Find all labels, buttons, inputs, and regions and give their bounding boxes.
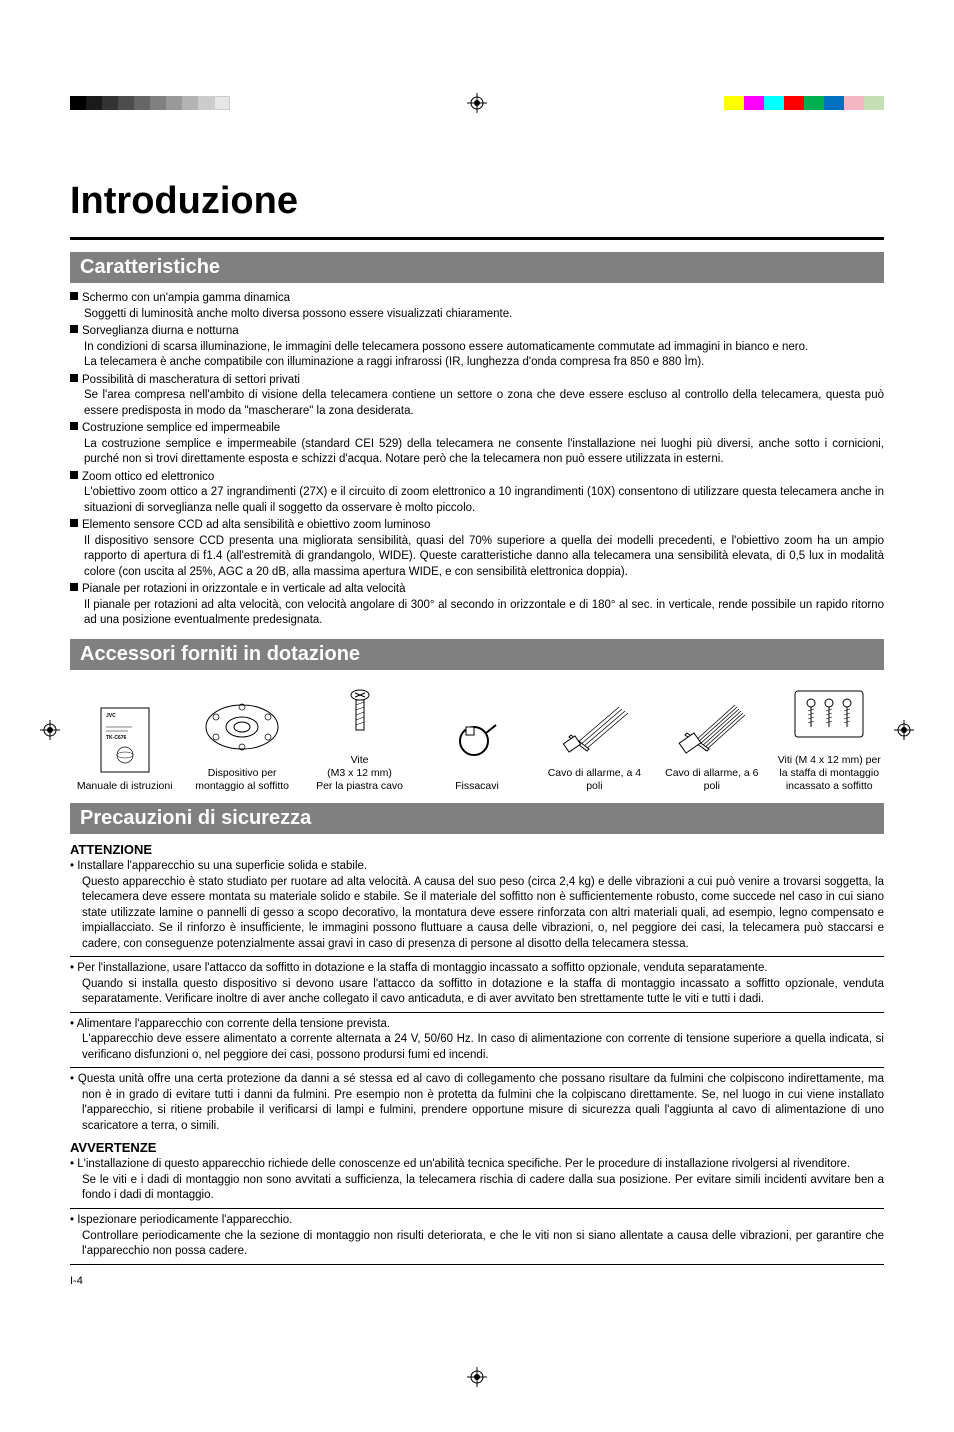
svg-text:JVC: JVC [106, 713, 116, 719]
item-rule [70, 1208, 884, 1209]
page-content: Introduzione Caratteristiche Schermo con… [0, 110, 954, 1327]
subheading-attenzione: ATTENZIONE [70, 842, 884, 857]
square-bullet-icon [70, 519, 78, 527]
feature-body: Soggetti di luminosità anche molto diver… [70, 307, 884, 323]
cable-4pin-icon [540, 691, 649, 763]
item-rule [70, 1012, 884, 1013]
feature-title: Sorveglianza diurna e notturna [82, 325, 239, 337]
document-title: Introduzione [70, 180, 884, 223]
square-bullet-icon [70, 422, 78, 430]
bullet-body: Quando si installa questo dispositivo si… [82, 978, 884, 1006]
attenzione-item: Per l'installazione, usare l'attacco da … [70, 961, 884, 1008]
avvertenze-list: L'installazione di questo apparecchio ri… [70, 1157, 884, 1259]
feature-title: Costruzione semplice ed impermeabile [82, 422, 280, 434]
feature-body: In condizioni di scarsa illuminazione, l… [70, 340, 884, 371]
feature-title: Zoom ottico ed elettronico [82, 471, 214, 483]
feature-item: Schermo con un'ampia gamma dinamica Sogge… [70, 291, 884, 322]
color-bar [724, 96, 884, 110]
print-registration-top [0, 0, 954, 110]
accessory-bracket-screws: Viti (M 4 x 12 mm) per la staffa di mont… [775, 678, 884, 793]
feature-item: Zoom ottico ed elettronico L'obiettivo zo… [70, 470, 884, 517]
feature-body: Il pianale per rotazioni ad alta velocit… [70, 598, 884, 629]
item-rule [70, 956, 884, 957]
bullet-icon [70, 1018, 77, 1030]
bullet-lead: Ispezionare periodicamente l'apparecchio… [77, 1214, 292, 1226]
square-bullet-icon [70, 292, 78, 300]
cable-tie-icon [422, 704, 531, 776]
title-rule [70, 237, 884, 240]
section-heading-accessori: Accessori forniti in dotazione [70, 639, 884, 670]
ceiling-mount-icon [187, 691, 296, 763]
bullet-body: Questo apparecchio è stato studiato per … [82, 876, 884, 950]
feature-title: Pianale per rotazioni in orizzontale e i… [82, 583, 405, 595]
feature-item: Possibilità di mascheratura di settori p… [70, 373, 884, 420]
screws-pack-icon [775, 678, 884, 750]
feature-body: Se l'area compresa nell'ambito di vision… [70, 388, 884, 419]
accessory-ceiling-mount: Dispositivo per montaggio al soffitto [187, 691, 296, 793]
registration-mark-bottom [0, 1327, 954, 1432]
accessory-label: Viti (M 4 x 12 mm) per la staffa di mont… [775, 754, 884, 793]
feature-item: Pianale per rotazioni in orizzontale e i… [70, 582, 884, 629]
bullet-body: Questa unità offre una certa protezione … [78, 1073, 884, 1132]
accessory-alarm-cable-6: Cavo di allarme, a 6 poli [657, 691, 766, 793]
square-bullet-icon [70, 374, 78, 382]
accessory-cable-tie: Fissacavi [422, 704, 531, 793]
item-rule [70, 1067, 884, 1068]
bullet-lead: Installare l'apparecchio su una superfic… [77, 860, 367, 872]
accessory-label: Manuale di istruzioni [70, 780, 179, 793]
section-heading-precauzioni: Precauzioni di sicurezza [70, 803, 884, 834]
feature-body: La costruzione semplice e impermeabile (… [70, 437, 884, 468]
registration-mark-icon [894, 720, 914, 745]
avvertenze-item: L'installazione di questo apparecchio ri… [70, 1157, 884, 1204]
accessory-screw: Vite(M3 x 12 mm) Per la piastra cavo [305, 678, 414, 793]
registration-mark-icon [40, 720, 60, 745]
square-bullet-icon [70, 325, 78, 333]
svg-text:TK-C676: TK-C676 [106, 735, 127, 741]
accessory-manual: JVC TK-C676 Manuale di istruzioni [70, 704, 179, 793]
accessory-label: Cavo di allarme, a 6 poli [657, 767, 766, 793]
feature-item: Sorveglianza diurna e notturna In condizi… [70, 324, 884, 371]
feature-title: Possibilità di mascheratura di settori p… [82, 374, 300, 386]
footer-rule [70, 1264, 884, 1265]
bullet-body: Se le viti e i dadi di montaggio non son… [82, 1174, 884, 1202]
feature-item: Costruzione semplice ed impermeabile La c… [70, 421, 884, 468]
bullet-lead: Alimentare l'apparecchio con corrente de… [77, 1018, 391, 1030]
feature-body: Il dispositivo sensore CCD presenta una … [70, 534, 884, 581]
bullet-body: L'installazione di questo apparecchio ri… [77, 1158, 850, 1170]
section-heading-caratteristiche: Caratteristiche [70, 252, 884, 283]
feature-title: Elemento sensore CCD ad alta sensibilità… [82, 519, 430, 531]
accessory-label: Vite(M3 x 12 mm) Per la piastra cavo [305, 754, 414, 793]
attenzione-list: Installare l'apparecchio su una superfic… [70, 859, 884, 1134]
cable-6pin-icon [657, 691, 766, 763]
bullet-body: L'apparecchio deve essere alimentato a c… [82, 1033, 884, 1061]
feature-list: Schermo con un'ampia gamma dinamica Sogge… [70, 291, 884, 629]
accessory-alarm-cable-4: Cavo di allarme, a 4 poli [540, 691, 649, 793]
attenzione-item: Questa unità offre una certa protezione … [70, 1072, 884, 1134]
accessory-label: Cavo di allarme, a 4 poli [540, 767, 649, 793]
bullet-body: Controllare periodicamente che la sezion… [82, 1230, 884, 1258]
feature-item: Elemento sensore CCD ad alta sensibilità… [70, 518, 884, 580]
bullet-icon [70, 1073, 78, 1085]
registration-mark-icon [467, 93, 487, 113]
accessory-label: Dispositivo per montaggio al soffitto [187, 767, 296, 793]
bullet-lead: Per l'installazione, usare l'attacco da … [77, 962, 767, 974]
subheading-avvertenze: AVVERTENZE [70, 1140, 884, 1155]
page-number: I-4 [70, 1275, 884, 1287]
accessories-row: JVC TK-C676 Manuale di istruzioni Disposi… [70, 678, 884, 793]
accessory-label: Fissacavi [422, 780, 531, 793]
attenzione-item: Alimentare l'apparecchio con corrente de… [70, 1017, 884, 1064]
feature-title: Schermo con un'ampia gamma dinamica [82, 292, 290, 304]
screw-icon [305, 678, 414, 750]
square-bullet-icon [70, 583, 78, 591]
square-bullet-icon [70, 471, 78, 479]
attenzione-item: Installare l'apparecchio su una superfic… [70, 859, 884, 952]
feature-body: L'obiettivo zoom ottico a 27 ingrandimen… [70, 485, 884, 516]
grayscale-bar [70, 96, 230, 110]
manual-icon: JVC TK-C676 [70, 704, 179, 776]
avvertenze-item: Ispezionare periodicamente l'apparecchio… [70, 1213, 884, 1260]
